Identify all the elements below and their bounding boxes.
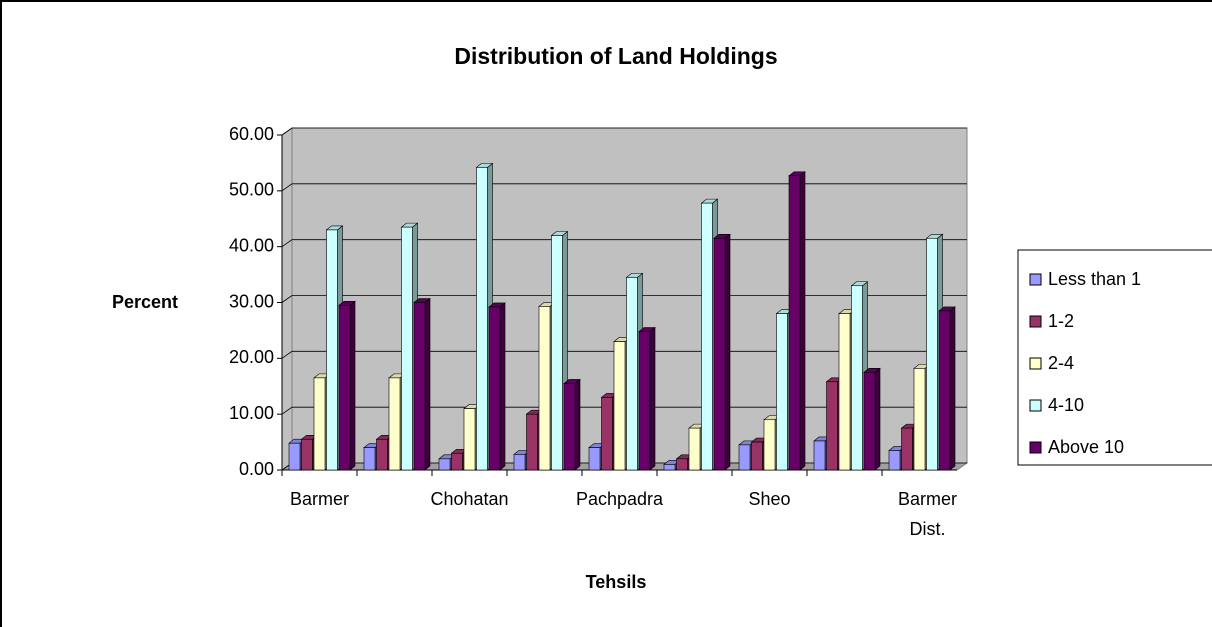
bar-side	[349, 300, 356, 471]
y-tick-label: 20.00	[229, 347, 274, 367]
bar-front	[588, 447, 601, 471]
bar	[638, 326, 656, 471]
y-tick-label: 10.00	[229, 403, 274, 423]
bar-front	[613, 341, 626, 471]
bar-front	[538, 306, 551, 471]
bar-side	[874, 367, 881, 471]
x-tick-label: Pachpadra	[576, 489, 664, 509]
bar-front	[763, 419, 776, 471]
bar-front	[326, 229, 338, 471]
legend-swatch	[1029, 441, 1042, 454]
bar-front	[638, 331, 651, 471]
legend-swatch	[1029, 357, 1042, 370]
y-tick-label: 30.00	[229, 291, 274, 311]
bar-front	[938, 310, 951, 471]
x-tick-label-line: Dist.	[910, 519, 946, 539]
bar-front	[838, 313, 851, 471]
bar-side	[574, 378, 581, 471]
legend-label: 4-10	[1048, 395, 1084, 415]
bar-front	[601, 397, 613, 471]
legend-swatch	[1029, 315, 1042, 328]
bar-side	[424, 297, 431, 471]
bar	[563, 378, 581, 471]
bar-front	[926, 237, 938, 471]
bar-front	[413, 302, 426, 471]
grid-line	[281, 239, 967, 247]
bar-front	[688, 427, 701, 471]
bar-front	[788, 175, 801, 471]
bar-front	[488, 306, 501, 471]
grid-line	[281, 295, 967, 303]
bar-front	[701, 202, 713, 471]
bar-front	[913, 368, 926, 471]
bar-front	[401, 226, 413, 471]
bar-front	[676, 458, 688, 471]
bar-front	[476, 167, 488, 471]
bar	[338, 300, 356, 471]
bar-front	[826, 381, 838, 471]
grid-line	[281, 406, 967, 415]
grid-line	[281, 350, 967, 359]
bar-front	[563, 383, 576, 471]
bar-side	[649, 326, 656, 471]
bar-front	[626, 277, 638, 471]
legend-label: Above 10	[1048, 437, 1124, 457]
legend-swatch	[1029, 273, 1042, 286]
bar-front	[851, 285, 863, 471]
bar	[488, 302, 506, 471]
y-tick-label: 50.00	[229, 180, 274, 200]
bar-front	[738, 444, 751, 471]
bar-front	[376, 438, 388, 471]
bar	[863, 367, 881, 471]
bar-front	[526, 413, 538, 471]
chart-title: Distribution of Land Holdings	[454, 43, 777, 69]
y-axis-label: Percent	[112, 292, 178, 312]
bar	[713, 233, 731, 471]
y-tick-label: 0.00	[239, 459, 274, 479]
legend-label: Less than 1	[1048, 269, 1141, 289]
bar-front	[901, 427, 913, 471]
bar-front	[288, 442, 301, 471]
bar-front	[313, 377, 326, 471]
bar-front	[888, 450, 901, 471]
bar-front	[751, 441, 763, 471]
bar-side	[499, 302, 506, 471]
legend	[1017, 249, 1212, 466]
bar-front	[551, 235, 563, 471]
bar-front	[513, 454, 526, 471]
bar-front	[813, 440, 826, 471]
bar-front	[363, 447, 376, 471]
x-tick-label: Barmer Dist.	[898, 489, 957, 539]
bar-front	[713, 237, 726, 471]
x-tick-label: Sheo	[748, 489, 790, 509]
x-tick-label-line: Barmer	[898, 489, 957, 509]
bar	[413, 297, 431, 471]
bar-front	[388, 377, 401, 471]
bar-side	[949, 306, 956, 471]
legend-swatch	[1029, 399, 1042, 412]
bar-front	[438, 458, 451, 471]
bar	[938, 306, 956, 471]
grid-line	[281, 183, 967, 192]
bar-side	[799, 171, 806, 471]
y-tick-label: 60.00	[229, 124, 274, 144]
legend-label: 1-2	[1048, 311, 1074, 331]
bar-front	[463, 408, 476, 471]
x-tick-label: Barmer	[290, 489, 349, 509]
bar-front	[451, 452, 463, 471]
legend-label: 2-4	[1048, 353, 1074, 373]
bar-front	[663, 464, 676, 471]
x-axis-label: Tehsils	[586, 572, 647, 592]
x-tick-label: Chohatan	[430, 489, 508, 509]
bar	[788, 171, 806, 471]
bar-front	[301, 438, 313, 471]
bar-side	[724, 233, 731, 471]
bar-front	[338, 304, 351, 471]
bar-front	[776, 313, 788, 471]
grid-line	[281, 127, 967, 136]
bar-front	[863, 371, 876, 471]
y-tick-label: 40.00	[229, 235, 274, 255]
